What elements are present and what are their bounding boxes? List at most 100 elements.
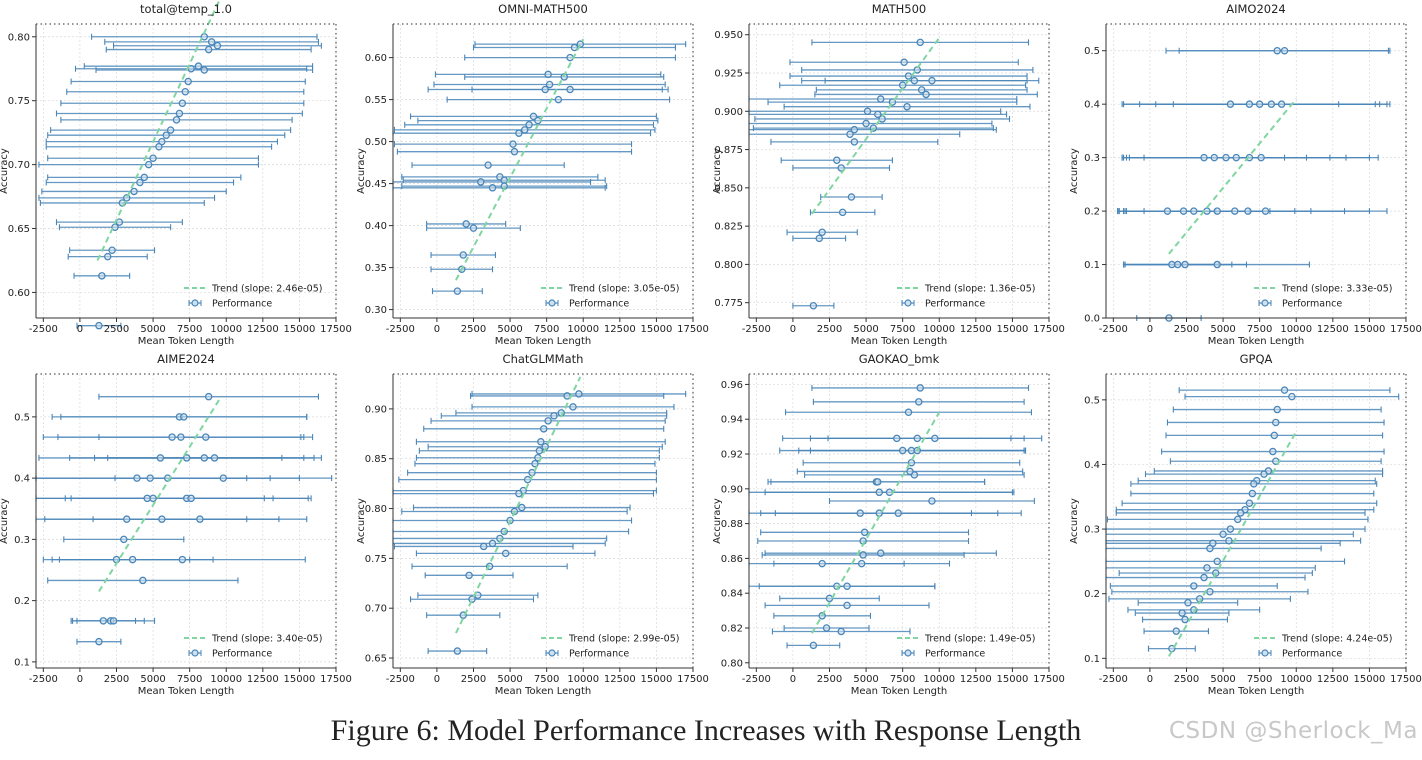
data-point — [876, 95, 885, 103]
y-tick-label: 0.82 — [721, 623, 743, 634]
plot-area — [749, 24, 1049, 318]
x-tick-label: 10000 — [1280, 324, 1312, 335]
y-tick-label: 0.55 — [365, 95, 387, 106]
x-tick-label: 2500 — [104, 324, 129, 335]
x-tick-label: -2500 — [386, 674, 415, 685]
x-tick-label: 12500 — [604, 674, 636, 685]
data-point — [874, 110, 882, 119]
x-tick-label: 12500 — [960, 674, 992, 685]
x-tick-label: 15000 — [997, 674, 1029, 685]
y-tick-label: 0.4 — [1084, 460, 1100, 471]
x-axis-label: Mean Token Length — [495, 686, 592, 697]
data-point — [569, 403, 577, 411]
data-point — [843, 601, 851, 610]
data-point — [1206, 588, 1214, 596]
data-point — [477, 178, 485, 186]
data-point — [1255, 100, 1264, 108]
data-point — [200, 66, 209, 74]
y-tick-label: 0.86 — [721, 554, 743, 565]
data-point — [857, 559, 866, 568]
data-point — [570, 43, 579, 52]
y-tick-label: 0.85 — [365, 454, 387, 465]
x-tick-label: 0 — [1147, 324, 1153, 335]
y-tick-label: 0.925 — [714, 69, 743, 80]
y-axis-label: Accuracy — [356, 498, 367, 544]
data-point — [1280, 386, 1289, 394]
y-axis-label: Accuracy — [712, 148, 723, 194]
data-point — [815, 234, 823, 243]
data-point — [1213, 207, 1221, 215]
trend-line — [455, 376, 582, 634]
chart-panel-6: -2500 0 2500 5000 7500 10000 12500 15000 17500 0.… — [356, 352, 709, 697]
x-tick-label: 2500 — [1174, 674, 1199, 685]
y-tick-label: 0.2 — [1084, 207, 1100, 218]
data-point — [541, 85, 549, 94]
x-axis-label: Mean Token Length — [495, 336, 592, 347]
y-tick-label: 0.60 — [8, 288, 30, 299]
x-tick-label: 0 — [790, 674, 796, 685]
data-point — [917, 86, 926, 94]
data-point — [103, 252, 112, 261]
x-tick-label: 7500 — [1247, 674, 1272, 685]
chart-title: AIMO2024 — [1226, 2, 1286, 16]
plot-area — [1106, 24, 1406, 318]
data-point — [1226, 525, 1235, 533]
y-tick-label: 0.30 — [365, 305, 387, 316]
legend-trend-label: Trend (slope: 3.40e-05) — [211, 634, 322, 645]
data-point — [931, 434, 939, 443]
chart-title: AIME2024 — [157, 352, 215, 366]
data-point — [128, 555, 137, 564]
y-tick-label: 0.70 — [8, 160, 30, 171]
data-point — [575, 390, 583, 398]
x-tick-label: 10000 — [210, 324, 242, 335]
x-tick-label: 2500 — [461, 324, 486, 335]
data-point — [144, 160, 153, 169]
y-tick-label: 0.3 — [14, 535, 30, 546]
data-point — [903, 102, 911, 111]
data-point — [469, 224, 478, 232]
x-tick-label: 5000 — [1210, 674, 1235, 685]
chart-title: MATH500 — [872, 2, 927, 16]
legend-point-marker — [904, 299, 912, 307]
data-point — [916, 384, 924, 392]
data-point — [1213, 260, 1221, 269]
y-tick-label: 0.0 — [1084, 314, 1100, 325]
data-point — [1270, 431, 1279, 440]
data-point — [850, 138, 859, 146]
data-point — [120, 535, 128, 544]
y-axis-label: Accuracy — [356, 148, 367, 194]
x-tick-label: 17500 — [320, 324, 352, 335]
x-tick-label: 17500 — [1390, 324, 1422, 335]
y-tick-label: 0.5 — [1084, 395, 1100, 406]
legend-point-label: Performance — [925, 299, 985, 310]
x-tick-label: 12500 — [1317, 324, 1349, 335]
x-tick-label: 5000 — [497, 674, 522, 685]
data-point — [874, 478, 882, 486]
data-point — [98, 272, 106, 280]
data-point — [146, 474, 154, 482]
y-tick-label: 0.96 — [721, 380, 743, 391]
y-tick-label: 0.80 — [365, 504, 387, 515]
data-point — [1219, 530, 1227, 538]
y-tick-label: 0.40 — [365, 221, 387, 232]
x-tick-label: 17500 — [1033, 674, 1065, 685]
y-axis-label: Accuracy — [0, 498, 10, 544]
data-point — [544, 417, 552, 425]
legend-point-label: Performance — [925, 649, 985, 660]
data-point — [172, 116, 181, 124]
data-point — [928, 497, 936, 505]
data-point — [1181, 615, 1189, 624]
x-axis-label: Mean Token Length — [1208, 336, 1305, 347]
x-tick-label: 0 — [790, 324, 796, 335]
trend-line — [811, 411, 941, 634]
y-tick-label: 0.92 — [721, 450, 743, 461]
y-tick-label: 0.1 — [14, 657, 30, 668]
legend-point-marker — [1261, 649, 1269, 657]
data-point — [876, 549, 885, 557]
data-point — [838, 208, 847, 217]
y-tick-label: 0.75 — [8, 96, 30, 107]
trend-line — [811, 37, 941, 215]
x-tick-label: 5000 — [1210, 324, 1235, 335]
data-point — [550, 412, 558, 420]
y-tick-label: 0.4 — [14, 474, 30, 485]
